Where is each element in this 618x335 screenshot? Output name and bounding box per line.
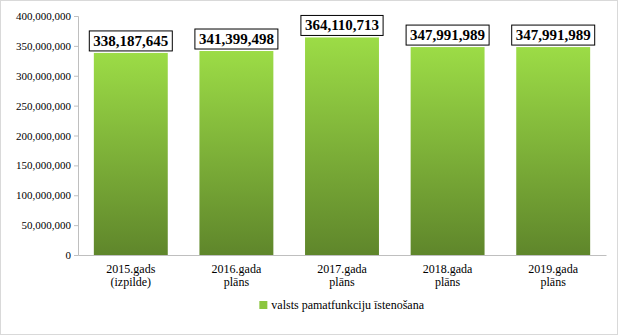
- legend-item: valsts pamatfunkciju īstenošana: [259, 298, 424, 312]
- y-tick-mark: [74, 165, 78, 166]
- x-axis-line: [79, 255, 607, 256]
- data-label-box: [89, 31, 172, 51]
- x-tick-label-line: 2017.gada: [317, 262, 367, 276]
- data-label: 347,991,989: [410, 27, 485, 43]
- x-tick: 2016.gadaplāns: [212, 255, 262, 289]
- data-label-box: [195, 29, 278, 49]
- chart: 0 50,000,000 100,000,000 150,000,000 200,000…: [0, 0, 618, 335]
- y-tick: 50,000,000: [22, 219, 79, 231]
- x-tick-label-line: 2016.gada: [212, 262, 262, 276]
- x-tick-label: 2015.gads(izpilde): [106, 262, 155, 290]
- y-tick: 350,000,000: [16, 40, 78, 52]
- y-tick-mark: [74, 16, 78, 17]
- legend-label: valsts pamatfunkciju īstenošana: [271, 298, 424, 312]
- y-tick-label: 100,000,000: [16, 189, 72, 201]
- x-tick-label-line: plāns: [541, 275, 567, 289]
- bar: [411, 47, 485, 255]
- x-tick: 2015.gads(izpilde): [106, 255, 155, 289]
- bar: [516, 47, 590, 255]
- data-label: 347,991,989: [516, 27, 591, 43]
- x-tick: 2019.gadaplāns: [528, 255, 578, 289]
- bars: [94, 37, 590, 255]
- y-axis-line: [74, 17, 79, 256]
- y-tick-label: 250,000,000: [16, 100, 72, 112]
- bar: [199, 51, 273, 255]
- y-tick-mark: [74, 76, 78, 77]
- x-tick-label-line: 2019.gada: [528, 262, 578, 276]
- y-tick-mark: [74, 225, 78, 226]
- x-tick-label-line: 2015.gads: [106, 262, 155, 276]
- data-label-box: [406, 25, 489, 45]
- y-tick: 300,000,000: [16, 70, 78, 82]
- data-labels: 338,187,645 341,399,498 364,110,713 347,991…: [89, 15, 594, 50]
- x-tick-label: 2017.gadaplāns: [317, 262, 367, 290]
- y-tick-label: 150,000,000: [16, 159, 72, 171]
- y-tick-mark: [74, 106, 78, 107]
- data-label-box: [301, 15, 383, 35]
- y-tick: 200,000,000: [16, 130, 78, 142]
- y-tick: 0: [66, 249, 79, 261]
- data-label: 338,187,645: [93, 33, 168, 49]
- x-tick: 2017.gadaplāns: [317, 255, 367, 289]
- y-tick-label: 0: [66, 249, 72, 261]
- x-tick-label-line: plāns: [329, 275, 355, 289]
- bar: [94, 53, 168, 255]
- y-tick-mark: [74, 255, 78, 256]
- legend: valsts pamatfunkciju īstenošana: [259, 298, 424, 312]
- x-tick-label-line: plāns: [224, 275, 250, 289]
- legend-swatch: [259, 301, 267, 309]
- y-tick-mark: [74, 46, 78, 47]
- y-tick: 250,000,000: [16, 100, 78, 112]
- data-label: 364,110,713: [305, 17, 379, 33]
- y-tick-mark: [74, 136, 78, 137]
- data-label: 341,399,498: [199, 31, 274, 47]
- y-tick-label: 400,000,000: [16, 10, 72, 22]
- bar: [305, 37, 379, 255]
- x-axis: 2015.gads(izpilde)2016.gadaplāns2017.gad…: [79, 255, 607, 289]
- data-label-box: [512, 25, 595, 45]
- chart-frame: [1, 1, 618, 335]
- y-tick-label: 350,000,000: [16, 40, 72, 52]
- x-tick-label: 2016.gadaplāns: [212, 262, 262, 290]
- x-tick-label-line: 2018.gada: [423, 262, 473, 276]
- x-tick: 2018.gadaplāns: [423, 255, 473, 289]
- y-tick-label: 200,000,000: [16, 130, 72, 142]
- x-tick-label: 2019.gadaplāns: [528, 262, 578, 290]
- x-tick-label-line: plāns: [435, 275, 461, 289]
- plot: 0 50,000,000 100,000,000 150,000,000 200,000…: [16, 10, 607, 289]
- y-tick-label: 50,000,000: [22, 219, 72, 231]
- y-axis: 0 50,000,000 100,000,000 150,000,000 200,000…: [16, 10, 79, 261]
- x-tick-label: 2018.gadaplāns: [423, 262, 473, 290]
- y-tick: 150,000,000: [16, 159, 78, 171]
- y-tick-label: 300,000,000: [16, 70, 72, 82]
- x-tick-label-line: (izpilde): [110, 275, 151, 289]
- y-tick-mark: [74, 195, 78, 196]
- y-tick: 400,000,000: [16, 10, 78, 22]
- y-tick: 100,000,000: [16, 189, 78, 201]
